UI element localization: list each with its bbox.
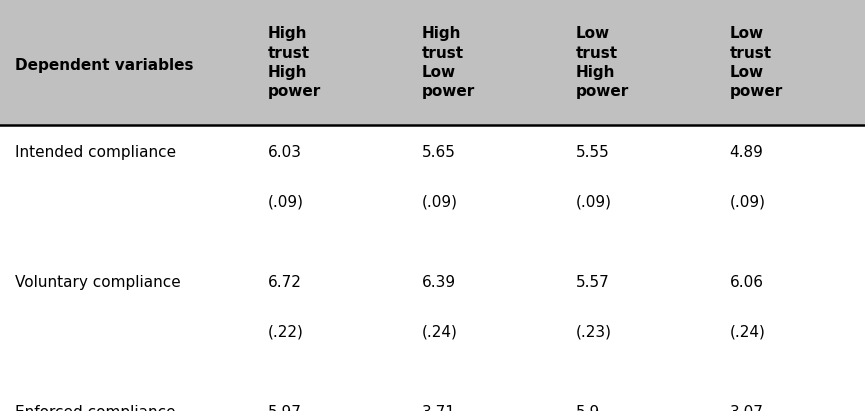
Text: 6.72: 6.72: [267, 275, 301, 290]
Text: 6.06: 6.06: [729, 275, 764, 290]
Text: (.09): (.09): [267, 194, 304, 210]
Text: 5.65: 5.65: [421, 145, 455, 160]
Text: (.09): (.09): [421, 194, 458, 210]
Text: 3.07: 3.07: [729, 405, 763, 411]
Text: (.09): (.09): [575, 194, 612, 210]
Text: Low
trust
Low
power: Low trust Low power: [729, 26, 783, 99]
Text: (.09): (.09): [729, 194, 766, 210]
Text: High
trust
Low
power: High trust Low power: [421, 26, 475, 99]
Text: 3.71: 3.71: [421, 405, 455, 411]
Text: 5.57: 5.57: [575, 275, 609, 290]
Text: Dependent variables: Dependent variables: [16, 58, 194, 73]
Text: 6.39: 6.39: [421, 275, 456, 290]
Text: 4.89: 4.89: [729, 145, 763, 160]
Text: (.24): (.24): [421, 324, 458, 339]
Text: 5.55: 5.55: [575, 145, 609, 160]
Text: Enforced compliance: Enforced compliance: [16, 405, 176, 411]
Text: (.24): (.24): [729, 324, 766, 339]
Text: 5.97: 5.97: [267, 405, 301, 411]
Text: (.23): (.23): [575, 324, 612, 339]
Text: Voluntary compliance: Voluntary compliance: [16, 275, 181, 290]
Text: 6.03: 6.03: [267, 145, 302, 160]
Text: 5.9: 5.9: [575, 405, 599, 411]
Text: High
trust
High
power: High trust High power: [267, 26, 321, 99]
Text: Low
trust
High
power: Low trust High power: [575, 26, 629, 99]
Text: Intended compliance: Intended compliance: [16, 145, 176, 160]
Text: (.22): (.22): [267, 324, 304, 339]
